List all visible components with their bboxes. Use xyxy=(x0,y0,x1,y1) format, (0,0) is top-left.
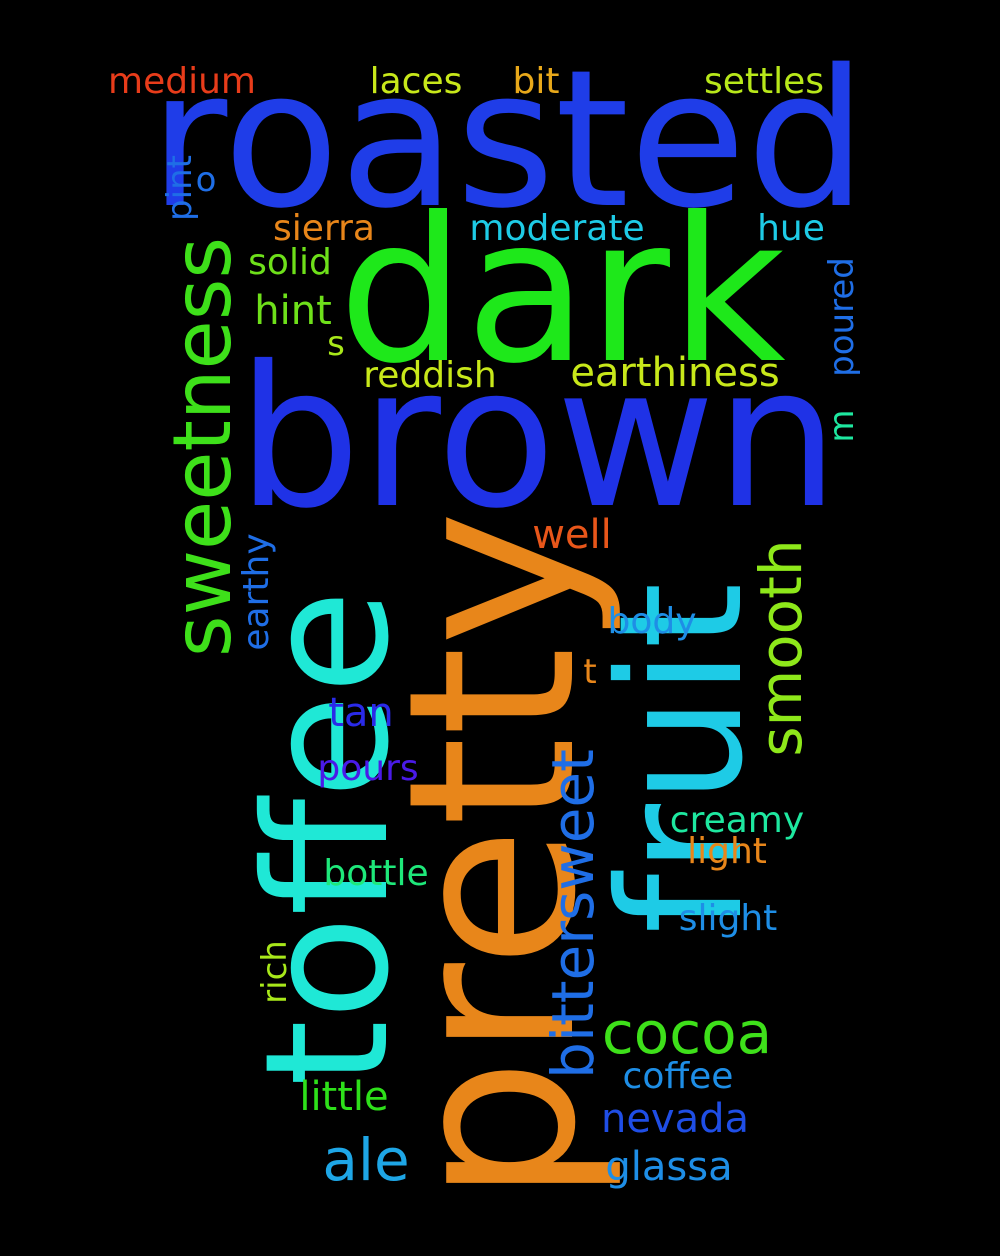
word-settles: settles xyxy=(704,61,824,102)
word-poured: poured xyxy=(822,257,862,377)
word-s: s xyxy=(327,324,345,364)
word-cocoa: cocoa xyxy=(602,999,772,1067)
word-reddish: reddish xyxy=(363,355,496,396)
word-laces: laces xyxy=(370,61,463,102)
word-earthiness: earthiness xyxy=(570,350,779,396)
word-roasted: roasted xyxy=(149,29,867,250)
word-earthy: earthy xyxy=(236,533,277,650)
word-pretty: pretty xyxy=(360,510,627,1203)
word-hint: hint xyxy=(254,288,332,334)
word-moderate: moderate xyxy=(469,208,644,249)
word-dark: dark xyxy=(338,175,786,408)
word-medium: medium xyxy=(108,61,256,102)
word-ale: ale xyxy=(322,1126,409,1194)
word-little: little xyxy=(299,1074,388,1120)
word-body: body xyxy=(607,601,696,642)
word-nevada: nevada xyxy=(601,1096,749,1142)
word-brown: brown xyxy=(237,324,839,551)
word-solid: solid xyxy=(248,242,332,283)
word-well: well xyxy=(532,512,612,558)
word-bottle: bottle xyxy=(323,853,428,894)
word-fruit: fruit xyxy=(583,582,781,933)
word-rich: rich xyxy=(255,940,295,1004)
word-toffee: toffee xyxy=(229,590,427,1087)
word-creamy: creamy xyxy=(670,800,804,841)
word-bit: bit xyxy=(513,61,560,102)
word-m: m xyxy=(822,409,862,442)
word-glassa: glassa xyxy=(605,1144,732,1190)
word-hue: hue xyxy=(757,208,825,249)
word-pint: pint xyxy=(160,155,200,221)
word-pours: pours xyxy=(317,748,418,789)
word-sweetness: sweetness xyxy=(156,237,249,657)
word-o: o xyxy=(196,160,217,200)
word-light: light xyxy=(687,831,767,872)
word-smooth: smooth xyxy=(747,539,815,756)
word-tan: tan xyxy=(328,690,394,736)
word-sierra: sierra xyxy=(273,208,375,249)
word-slight: slight xyxy=(679,898,778,939)
word-t: t xyxy=(583,652,596,692)
word-coffee: coffee xyxy=(623,1056,734,1097)
word-bittersweet: bittersweet xyxy=(539,749,607,1079)
